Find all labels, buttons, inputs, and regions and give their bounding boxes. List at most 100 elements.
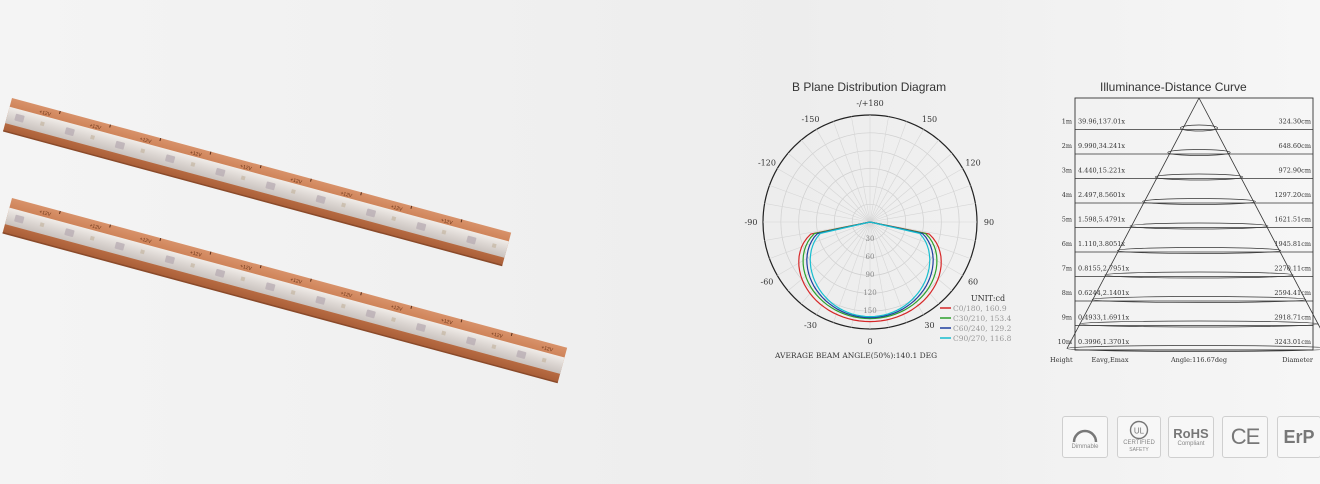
illum-beam-ellipse <box>1079 320 1319 328</box>
resistor-chip <box>290 290 296 295</box>
resistor-chip <box>240 175 246 181</box>
polar-spoke <box>769 221 871 259</box>
illum-value: 4.440,15.221x <box>1078 167 1125 175</box>
led-chip <box>265 181 276 191</box>
polar-spoke <box>869 152 953 223</box>
strip-marking: +12V <box>139 236 153 245</box>
legend-entry: C30/210, 153.4 <box>953 314 1012 323</box>
polar-radial-label: 120 <box>863 289 876 297</box>
illum-height-label: 9m <box>1062 314 1072 322</box>
led-chip <box>64 228 75 237</box>
cut-mark <box>59 210 61 215</box>
resistor-chip <box>89 235 95 241</box>
illum-beam-ellipse <box>1167 149 1231 156</box>
strip-marking: +12V <box>390 204 404 213</box>
cut-mark <box>360 292 362 296</box>
illum-value: 0.3996,1.3701x <box>1078 338 1130 346</box>
resistor-chip <box>441 229 447 235</box>
illum-diameter: 1297.20cm <box>1274 191 1311 199</box>
illum-value: 0.8155,2.7951x <box>1078 265 1130 273</box>
illuminance-title: Illuminance-Distance Curve <box>1100 80 1247 94</box>
led-chip <box>215 168 226 177</box>
illum-value: 0.4933,1.6911x <box>1078 314 1130 322</box>
polar-spoke <box>869 221 963 276</box>
dimmable-label: Dimmable <box>1071 443 1099 450</box>
illum-value: 0.6244,2.1401x <box>1078 289 1130 297</box>
dimmable-badge: Dimmable <box>1062 416 1108 458</box>
illum-beam-ellipse <box>1142 198 1256 205</box>
polar-spoke <box>869 185 971 223</box>
polar-spoke <box>869 221 971 259</box>
illum-footer-diameter: Diameter <box>1282 356 1314 364</box>
illum-diameter: 3243.01cm <box>1274 338 1311 346</box>
erp-badge: ErP <box>1277 416 1320 458</box>
strip-marking: +12V <box>38 209 52 218</box>
resistor-chip <box>140 148 146 154</box>
ul-mark: UL <box>1134 427 1145 436</box>
polar-spoke <box>869 116 889 223</box>
polar-radial-label: 150 <box>863 307 876 315</box>
polar-angle-label: 150 <box>922 115 937 124</box>
led-chip <box>114 140 125 150</box>
illum-beam-edge <box>1066 97 1200 349</box>
led-chip <box>415 323 426 332</box>
strip-marking: +12V <box>340 190 354 199</box>
rohs-badge: RoHS Compliant <box>1168 416 1214 458</box>
illum-diameter: 648.60cm <box>1278 142 1311 150</box>
strip-marking: +12V <box>239 263 253 272</box>
illum-beam-ellipse <box>1154 173 1244 181</box>
strip-marking: +12V <box>440 218 454 227</box>
led-strip-top: +12V +12V +12V +12V +12V +12V +12V +12V +12V <box>2 97 512 267</box>
polar-spoke <box>851 116 871 223</box>
led-chip <box>165 154 176 164</box>
polar-spoke <box>869 121 907 223</box>
led-chip <box>466 336 477 346</box>
cut-mark <box>460 319 463 323</box>
cut-mark <box>209 251 212 255</box>
strip-marking: +12V <box>189 150 203 159</box>
led-strip-images: +12V +12V +12V +12V +12V +12V +12V +12V +12V +12… <box>2 97 568 384</box>
polar-angle-label: 60 <box>968 278 978 287</box>
resistor-chip <box>391 216 397 222</box>
led-strip-bottom: +12V +12V +12V +12V +12V +12V +12V +12V +12V +12V… <box>2 198 568 384</box>
ul-logo-icon: UL <box>1129 420 1149 440</box>
strip-marking: +12V <box>340 290 354 299</box>
polar-unit-label: UNIT:cd <box>971 294 1005 303</box>
dimmable-icon <box>1072 429 1098 442</box>
illum-height-label: 7m <box>1062 265 1072 273</box>
polar-angle-label: 120 <box>965 159 980 168</box>
illum-diameter: 324.30cm <box>1278 118 1311 126</box>
strip-marking: +12V <box>490 331 504 340</box>
polar-spoke <box>816 129 871 223</box>
polar-series-curve <box>802 221 938 320</box>
polar-spoke <box>869 139 940 223</box>
ce-badge: CE <box>1222 416 1268 458</box>
illum-value: 39.96,137.01x <box>1078 118 1125 126</box>
polar-spoke <box>869 203 976 223</box>
illum-height-label: 8m <box>1062 289 1072 297</box>
polar-radial-label: 30 <box>866 235 875 243</box>
polar-angle-label: -30 <box>804 321 817 330</box>
polar-series-curve <box>806 221 934 319</box>
polar-title: B Plane Distribution Diagram <box>792 80 947 94</box>
cut-mark <box>410 305 413 309</box>
led-chip <box>215 268 226 278</box>
illum-value: 1.598,5.4791x <box>1078 216 1125 224</box>
strip-marking: +12V <box>89 123 103 132</box>
led-chip <box>114 241 125 251</box>
illum-diameter: 972.90cm <box>1278 167 1311 175</box>
illum-beam-ellipse <box>1129 222 1269 230</box>
led-chip <box>315 195 326 204</box>
resistor-chip <box>39 121 45 127</box>
illum-height-label: 5m <box>1062 216 1072 224</box>
ce-mark: CE <box>1230 424 1261 449</box>
cut-mark <box>460 219 463 223</box>
illum-height-label: 6m <box>1062 240 1072 248</box>
resistor-chip <box>140 249 145 255</box>
cut-mark <box>310 178 312 182</box>
resistor-chip <box>391 317 396 323</box>
illum-diameter: 2918.71cm <box>1274 314 1311 322</box>
ul-badge: UL CERTIFIED SAFETY <box>1117 416 1161 458</box>
strip-marking: +12V <box>189 250 203 259</box>
